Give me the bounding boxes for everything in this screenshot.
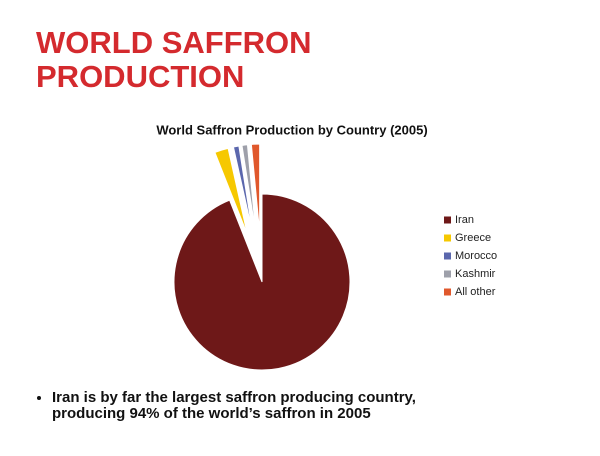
pie-slice <box>250 143 261 233</box>
legend-label: All other <box>455 286 496 298</box>
chart-title: World Saffron Production by Country (200… <box>156 122 427 137</box>
pie-slice <box>232 145 254 233</box>
bullet-text: Iran is by far the largest saffron produ… <box>52 390 492 422</box>
legend-swatch <box>444 234 451 242</box>
pie-slice <box>214 147 248 235</box>
pie-slice <box>173 193 351 371</box>
legend-swatch <box>444 270 451 278</box>
legend-swatch <box>444 252 451 260</box>
legend-swatch <box>444 216 451 224</box>
slide-title: WORLD SAFFRON PRODUCTION <box>36 25 312 94</box>
bullet-list: Iran is by far the largest saffron produ… <box>28 390 492 422</box>
pie-slice <box>241 144 257 233</box>
legend-label: Iran <box>455 214 474 226</box>
legend-label: Kashmir <box>455 268 496 280</box>
legend-label: Morocco <box>455 250 497 262</box>
legend-label: Greece <box>455 232 491 244</box>
legend-swatch <box>444 288 451 296</box>
